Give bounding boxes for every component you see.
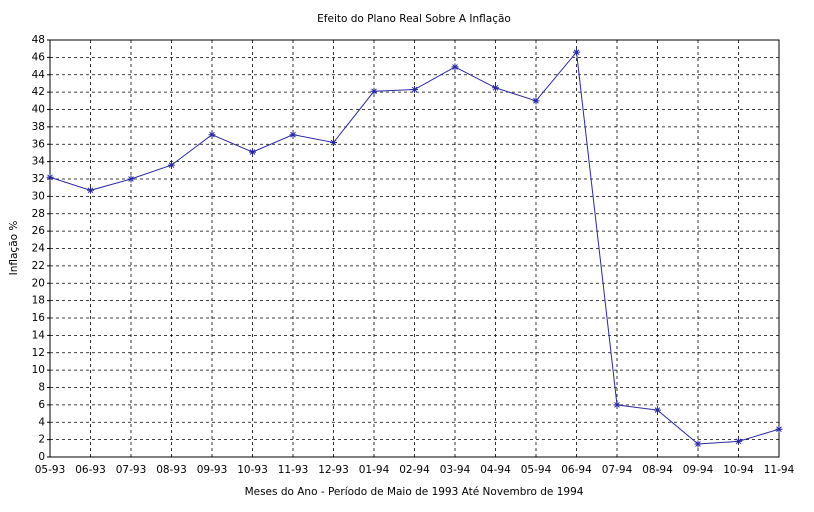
data-line [49,50,780,445]
data-point [87,186,94,194]
x-tick-label: 08-94 [642,464,673,476]
x-tick-label: 12-93 [318,464,349,476]
y-tick-label: 8 [38,382,45,394]
y-tick-label: 40 [32,104,45,116]
y-tick-label: 32 [32,173,45,185]
y-tick-label: 2 [38,434,45,446]
x-tick-label: 05-94 [521,464,552,476]
data-point [370,87,378,95]
y-tick-label: 26 [32,225,46,237]
y-axis-label: Inflação % [8,221,20,276]
data-point [735,437,742,445]
data-point [775,425,783,433]
y-tick-label: 18 [32,295,45,307]
data-point [654,406,661,414]
y-tick-label: 48 [32,34,45,46]
y-tick-label: 44 [32,69,46,81]
x-tick-label: 08-93 [156,464,187,476]
data-point [46,173,54,181]
data-point [613,401,621,409]
x-tick-label: 11-93 [278,464,309,476]
y-tick-label: 14 [32,329,46,341]
x-tick-label: 09-94 [683,464,714,476]
data-point [411,86,418,94]
x-tick-label: 07-94 [602,464,633,476]
data-point [249,148,256,156]
y-tick-label: 6 [38,399,45,411]
data-point [573,48,580,56]
y-tick-label: 46 [32,51,46,63]
y-tick-label: 4 [38,416,45,428]
x-tick-label: 05-93 [35,464,66,476]
data-point [168,161,175,169]
y-tick-label: 30 [32,190,45,202]
data-point [289,131,297,139]
y-tick-label: 10 [32,364,45,376]
chart-title: Efeito do Plano Real Sobre A Inflação [317,13,511,25]
data-point [330,139,337,147]
x-tick-label: 02-94 [399,464,430,476]
x-tick-label: 06-93 [75,464,106,476]
y-tick-label: 28 [32,208,45,220]
y-tick-label: 42 [32,86,45,98]
x-tick-label: 04-94 [480,464,511,476]
x-tick-label: 01-94 [359,464,390,476]
y-tick-label: 38 [32,121,45,133]
data-point [208,131,216,139]
x-tick-label: 11-94 [764,464,795,476]
data-point [694,440,702,448]
y-tick-label: 20 [32,277,45,289]
x-tick-label: 09-93 [197,464,228,476]
y-tick-label: 24 [32,243,46,255]
x-tick-label: 06-94 [561,464,592,476]
y-tick-label: 0 [38,451,45,463]
x-tick-label: 07-93 [116,464,147,476]
plot-frame [49,39,780,458]
x-tick-label: 03-94 [440,464,471,476]
y-tick-label: 16 [32,312,46,324]
y-tick-label: 34 [32,156,46,168]
data-point [532,97,540,105]
data-point [127,175,135,183]
y-tick-label: 36 [32,138,46,150]
data-point [492,84,499,92]
x-tick-label: 10-93 [237,464,268,476]
x-axis-label: Meses do Ano - Período de Maio de 1993 A… [245,486,584,498]
y-tick-label: 12 [32,347,45,359]
x-tick-label: 10-94 [723,464,754,476]
y-tick-label: 22 [32,260,45,272]
data-point [451,63,459,71]
